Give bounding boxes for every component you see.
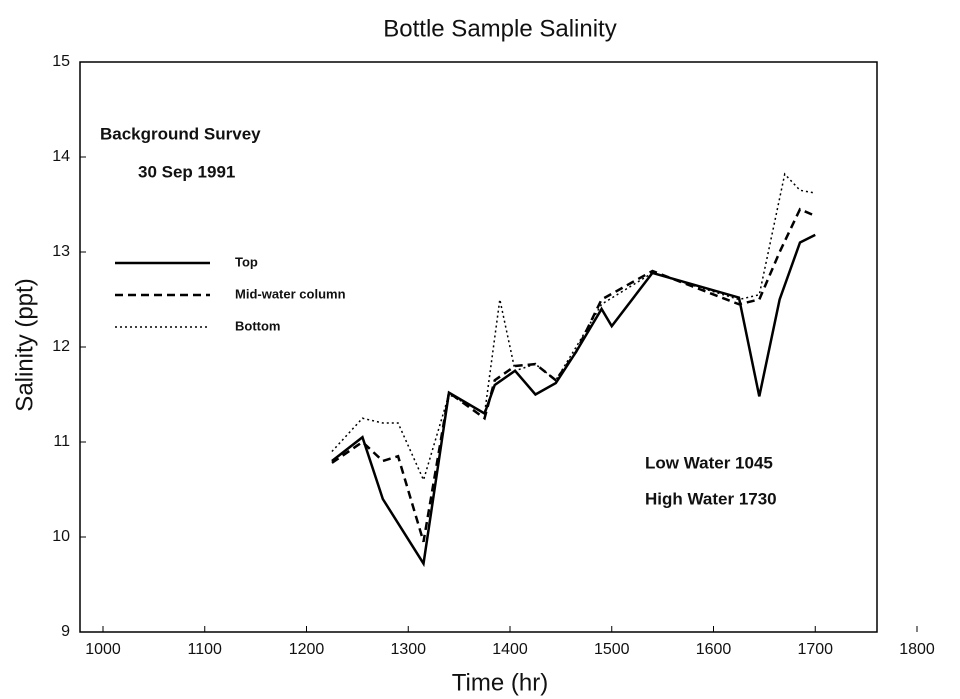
x-tick-label: 1700 <box>797 641 833 658</box>
y-axis-label: Salinity (ppt) <box>11 278 38 411</box>
y-tick-label: 13 <box>52 243 70 260</box>
chart-title: Bottle Sample Salinity <box>383 15 616 42</box>
x-tick-label: 1200 <box>289 641 325 658</box>
plot-frame <box>79 61 878 633</box>
series-line <box>331 172 816 483</box>
x-tick-label: 1000 <box>85 641 121 658</box>
x-tick-label: 1400 <box>492 641 528 658</box>
annotation: High Water 1730 <box>645 489 777 508</box>
annotation: 30 Sep 1991 <box>138 162 235 181</box>
y-tick-label: 10 <box>52 528 70 545</box>
y-tick-label: 15 <box>52 53 70 70</box>
x-tick-label: 1500 <box>594 641 630 658</box>
legend-label: Top <box>235 254 258 269</box>
series-line <box>331 233 816 568</box>
annotation: Low Water 1045 <box>645 453 773 472</box>
y-tick-label: 11 <box>53 433 70 450</box>
x-axis-label: Time (hr) <box>452 669 548 696</box>
y-tick-label: 12 <box>52 338 70 355</box>
series-line <box>331 207 816 543</box>
legend-label: Bottom <box>235 318 281 333</box>
legend-label: Mid-water column <box>235 286 346 301</box>
x-tick-label: 1100 <box>188 641 223 658</box>
x-tick-label: 1800 <box>899 641 935 658</box>
x-tick-label: 1600 <box>696 641 732 658</box>
y-tick-label: 9 <box>61 623 70 640</box>
x-tick-label: 1300 <box>390 641 426 658</box>
annotation: Background Survey <box>100 124 261 143</box>
y-tick-label: 14 <box>52 148 70 165</box>
